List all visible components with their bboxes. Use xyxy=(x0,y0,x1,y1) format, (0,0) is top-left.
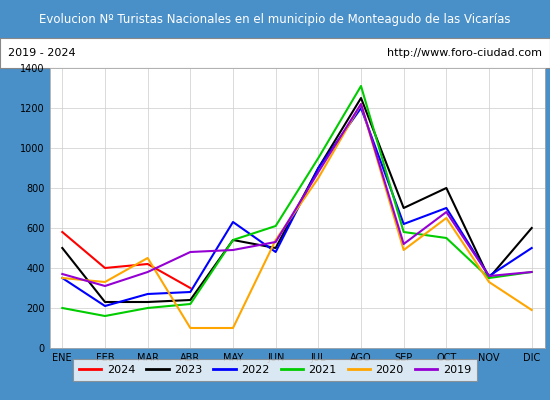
Text: 2019 - 2024: 2019 - 2024 xyxy=(8,48,76,58)
Text: Evolucion Nº Turistas Nacionales en el municipio de Monteagudo de las Vicarías: Evolucion Nº Turistas Nacionales en el m… xyxy=(39,12,511,26)
Legend: 2024, 2023, 2022, 2021, 2020, 2019: 2024, 2023, 2022, 2021, 2020, 2019 xyxy=(74,360,476,380)
Text: http://www.foro-ciudad.com: http://www.foro-ciudad.com xyxy=(387,48,542,58)
